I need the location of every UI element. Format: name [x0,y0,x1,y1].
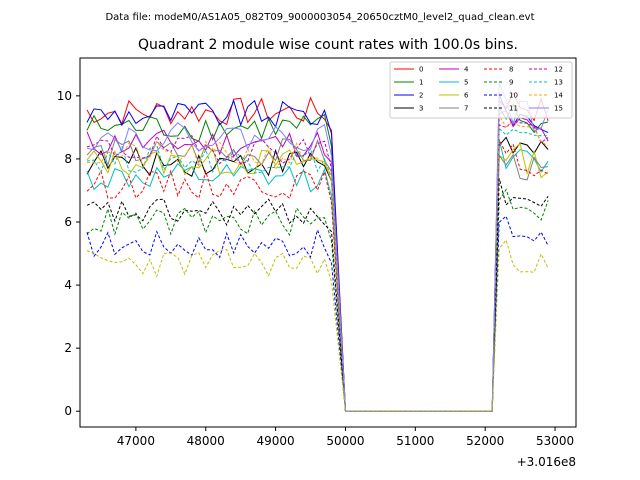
x-tick-label: 50000 [326,434,364,448]
series-line-3 [86,136,549,412]
series-line-12 [86,120,549,412]
legend-label: 8 [509,66,513,74]
y-tick-label: 6 [64,215,72,229]
x-offset-label: +3.016e8 [517,455,576,469]
series-line-15 [86,83,549,412]
legend-box [389,61,573,119]
y-tick-label: 2 [64,341,72,355]
legend-label: 7 [464,105,468,113]
legend-label: 6 [464,92,469,100]
legend-label: 3 [419,105,423,113]
plot-lines [86,83,549,412]
legend-label: 9 [509,79,513,87]
y-tick-label: 8 [64,152,72,166]
series-line-10 [86,215,549,412]
y-tick-label: 0 [64,404,72,418]
x-tick-label: 51000 [396,434,434,448]
series-line-6 [86,142,549,412]
legend-label: 12 [554,66,563,74]
series-line-9 [86,188,549,412]
series-line-5 [86,139,549,412]
figure-suptitle: Data file: modeM0/AS1A05_082T09_90000030… [105,12,534,23]
x-tick-label: 52000 [466,434,504,448]
series-line-11 [86,178,549,412]
legend-label: 14 [554,92,563,100]
series-line-7 [86,138,549,412]
series-line-extra [86,238,549,412]
legend-label: 13 [554,79,563,87]
plot-frame [79,57,577,428]
series-line-8 [86,139,549,412]
legend-label: 4 [464,66,469,74]
x-tick-label: 49000 [257,434,295,448]
x-tick-label: 53000 [536,434,574,448]
y-axis: 0 2 4 6 8 10 [57,89,80,418]
y-tick-label: 10 [57,89,72,103]
legend-label: 11 [509,105,518,113]
chart-title: Quadrant 2 module wise count rates with … [138,37,518,53]
legend-label: 5 [464,79,468,87]
y-tick-label: 4 [64,278,72,292]
legend-label: 1 [419,79,423,87]
legend-label: 2 [419,92,423,100]
x-tick-label: 47000 [117,434,155,448]
legend-label: 10 [509,92,518,100]
legend-label: 0 [419,66,423,74]
x-axis: 47000 48000 49000 50000 51000 52000 53000 [117,427,574,448]
series-line-13 [86,127,549,412]
x-tick-label: 48000 [187,434,225,448]
legend-label: 15 [554,105,563,113]
